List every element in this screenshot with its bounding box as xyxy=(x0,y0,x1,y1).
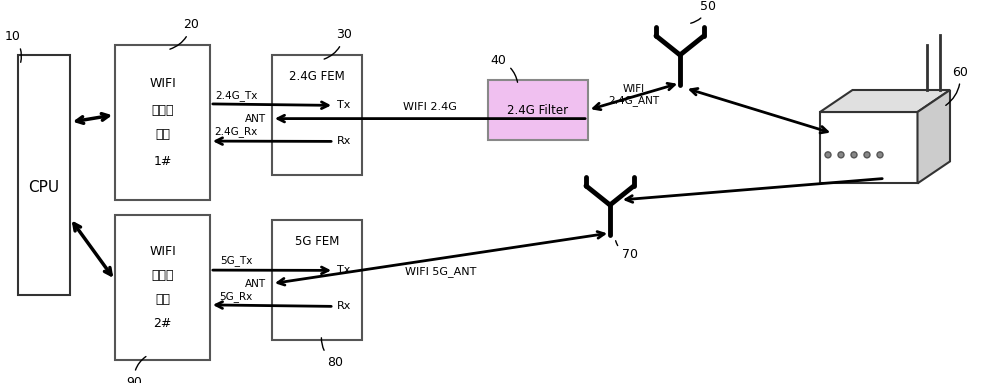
Text: 80: 80 xyxy=(321,338,343,368)
Text: WIFI 2.4G: WIFI 2.4G xyxy=(403,101,457,111)
Text: 收发机: 收发机 xyxy=(151,269,174,282)
Text: 2.4G_Rx: 2.4G_Rx xyxy=(214,126,258,137)
Text: 90: 90 xyxy=(126,357,146,383)
Bar xyxy=(115,215,210,360)
Text: 5G_Rx: 5G_Rx xyxy=(219,291,253,302)
Bar xyxy=(272,55,362,175)
Text: 20: 20 xyxy=(170,18,199,49)
Text: WIFI: WIFI xyxy=(149,77,176,90)
Polygon shape xyxy=(820,90,950,112)
Bar xyxy=(272,220,362,340)
Text: Tx: Tx xyxy=(337,100,351,110)
Text: 5G_Tx: 5G_Tx xyxy=(220,255,252,266)
Text: 2.4G Filter: 2.4G Filter xyxy=(507,103,569,116)
Polygon shape xyxy=(918,90,950,183)
Text: 2.4G_Tx: 2.4G_Tx xyxy=(215,90,257,101)
Circle shape xyxy=(877,152,883,158)
Text: 40: 40 xyxy=(490,54,518,82)
Text: WIFI
2.4G_ANT: WIFI 2.4G_ANT xyxy=(608,84,660,106)
Text: ANT: ANT xyxy=(245,278,266,289)
Text: 5G FEM: 5G FEM xyxy=(295,235,339,248)
Text: ANT: ANT xyxy=(245,114,266,124)
Text: 芯片: 芯片 xyxy=(155,128,170,141)
Polygon shape xyxy=(820,112,918,183)
Text: 芯片: 芯片 xyxy=(155,293,170,306)
Text: Rx: Rx xyxy=(337,301,351,311)
Text: 30: 30 xyxy=(324,28,352,59)
Text: 收发机: 收发机 xyxy=(151,103,174,116)
Bar xyxy=(115,45,210,200)
Circle shape xyxy=(864,152,870,158)
Text: Tx: Tx xyxy=(337,265,351,275)
Text: 2.4G FEM: 2.4G FEM xyxy=(289,70,345,83)
Bar xyxy=(488,80,588,140)
Circle shape xyxy=(838,152,844,158)
Text: WIFI 5G_ANT: WIFI 5G_ANT xyxy=(405,266,477,277)
Text: 60: 60 xyxy=(946,65,968,105)
Circle shape xyxy=(851,152,857,158)
Circle shape xyxy=(825,152,831,158)
Text: Rx: Rx xyxy=(337,136,351,146)
Text: 1#: 1# xyxy=(153,155,172,168)
Text: WIFI: WIFI xyxy=(149,245,176,258)
Text: 10: 10 xyxy=(5,31,21,62)
Text: 2#: 2# xyxy=(153,317,172,330)
Text: CPU: CPU xyxy=(28,180,60,195)
Text: 50: 50 xyxy=(691,0,716,23)
Text: 70: 70 xyxy=(616,241,638,262)
Bar xyxy=(18,55,70,295)
